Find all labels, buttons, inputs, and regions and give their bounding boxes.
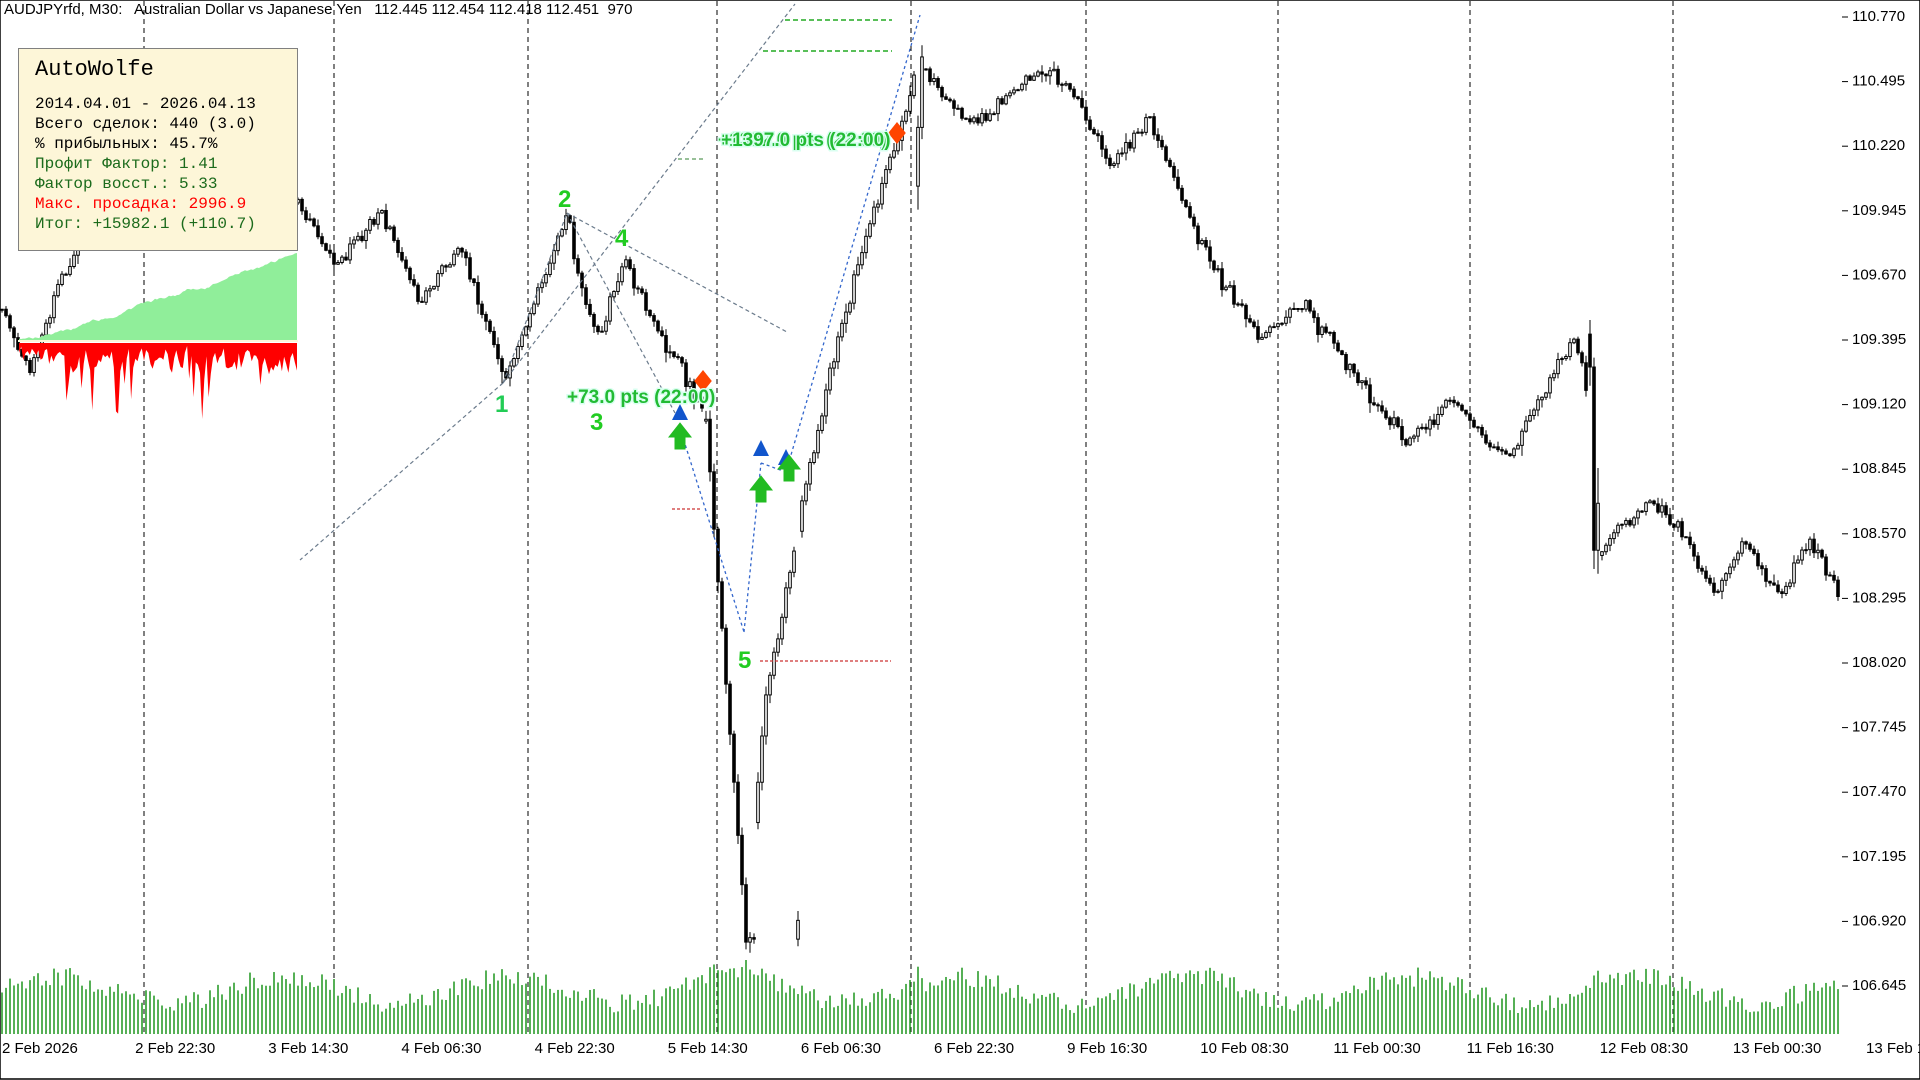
svg-text:109.395: 109.395 <box>1852 331 1906 348</box>
svg-text:5 Feb 14:30: 5 Feb 14:30 <box>668 1040 748 1057</box>
svg-text:12 Feb 08:30: 12 Feb 08:30 <box>1600 1040 1688 1057</box>
svg-text:110.770: 110.770 <box>1852 8 1905 25</box>
svg-text:4 Feb 06:30: 4 Feb 06:30 <box>401 1040 481 1057</box>
svg-text:110.495: 110.495 <box>1852 73 1905 90</box>
svg-text:109.120: 109.120 <box>1852 396 1906 413</box>
svg-text:2 Feb 22:30: 2 Feb 22:30 <box>135 1040 215 1057</box>
svg-text:108.845: 108.845 <box>1852 460 1906 477</box>
svg-text:109.945: 109.945 <box>1852 202 1906 219</box>
svg-text:13 Feb 00:30: 13 Feb 00:30 <box>1733 1040 1821 1057</box>
svg-text:106.645: 106.645 <box>1852 977 1906 994</box>
svg-text:13 Feb 16:30: 13 Feb 16:30 <box>1866 1040 1920 1057</box>
svg-text:107.470: 107.470 <box>1852 783 1906 800</box>
svg-text:109.670: 109.670 <box>1852 266 1906 283</box>
svg-text:108.020: 108.020 <box>1852 654 1906 671</box>
svg-text:106.920: 106.920 <box>1852 912 1906 929</box>
svg-text:3 Feb 14:30: 3 Feb 14:30 <box>268 1040 348 1057</box>
svg-text:9 Feb 16:30: 9 Feb 16:30 <box>1067 1040 1147 1057</box>
svg-text:2 Feb 2026: 2 Feb 2026 <box>2 1040 78 1057</box>
svg-text:108.295: 108.295 <box>1852 589 1906 606</box>
svg-text:11 Feb 00:30: 11 Feb 00:30 <box>1333 1040 1420 1057</box>
svg-text:6 Feb 22:30: 6 Feb 22:30 <box>934 1040 1014 1057</box>
svg-text:11 Feb 16:30: 11 Feb 16:30 <box>1467 1040 1554 1057</box>
svg-text:108.570: 108.570 <box>1852 525 1906 542</box>
svg-text:107.745: 107.745 <box>1852 719 1906 736</box>
svg-text:110.220: 110.220 <box>1852 137 1905 154</box>
svg-text:6 Feb 06:30: 6 Feb 06:30 <box>801 1040 881 1057</box>
svg-text:107.195: 107.195 <box>1852 848 1906 865</box>
svg-text:AUDJPYrfd, M30: Australian D: AUDJPYrfd, M30: Australian Dollar vs Jap… <box>4 1 632 18</box>
svg-text:4 Feb 22:30: 4 Feb 22:30 <box>535 1040 615 1057</box>
svg-text:10 Feb 08:30: 10 Feb 08:30 <box>1200 1040 1288 1057</box>
